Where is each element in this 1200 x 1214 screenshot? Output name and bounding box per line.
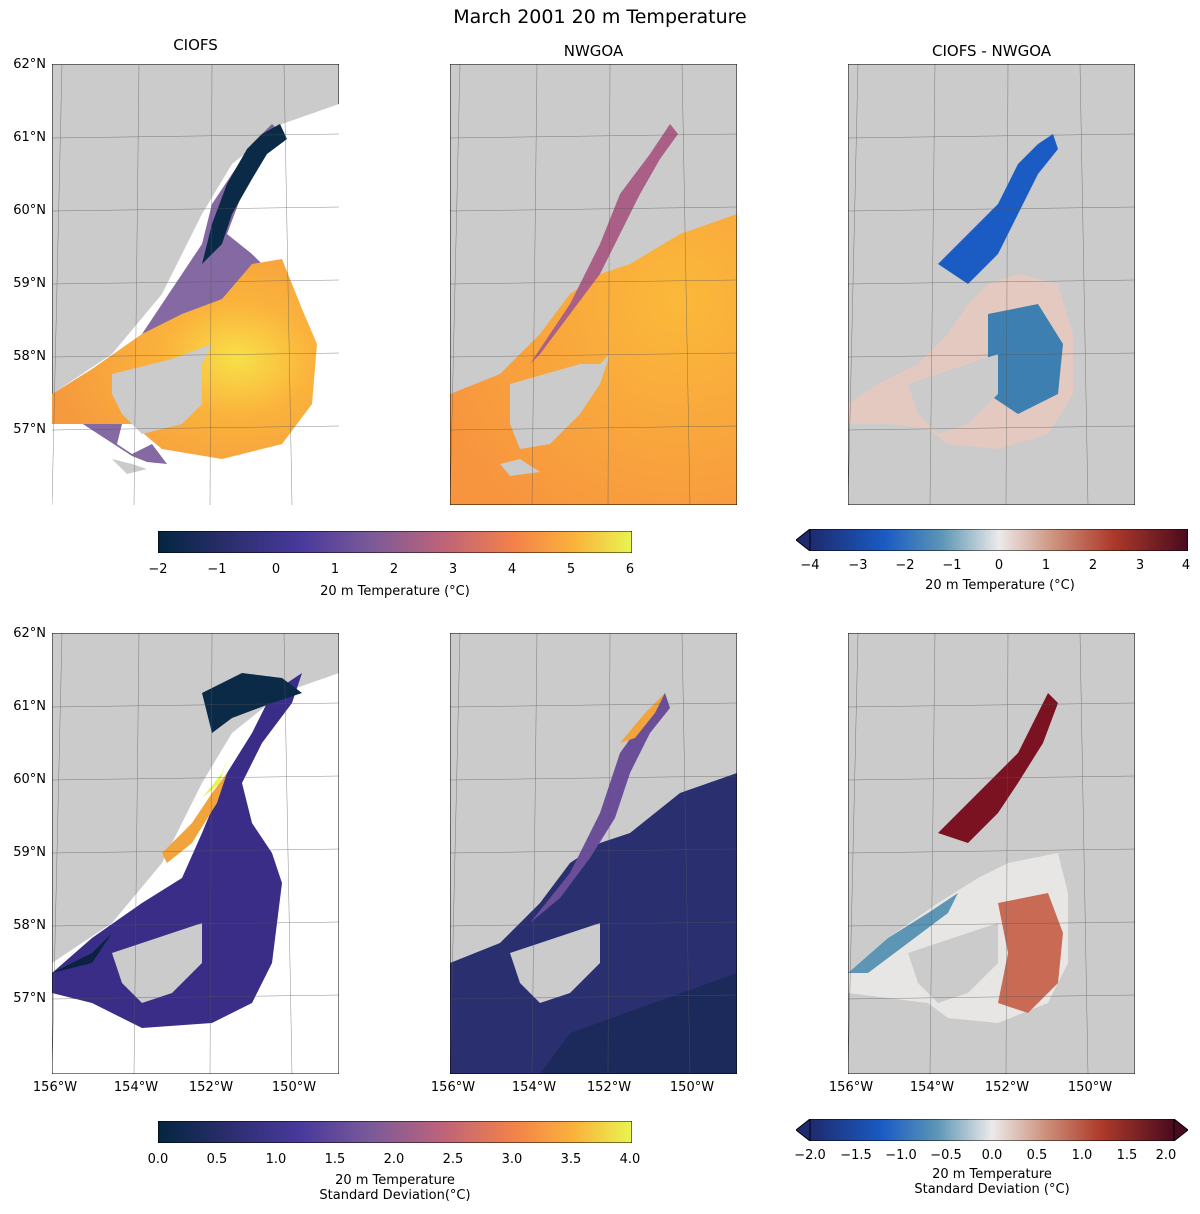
tick-label: −2.0 [794,1148,826,1163]
tick-label: 3 [1135,558,1145,573]
colorbar-temperature-label: 20 m Temperature (°C) [320,584,470,599]
tick-label: 6 [625,562,635,577]
colorbar-std-diff-label-line2: Standard Deviation (°C) [914,1182,1070,1197]
tick-label: 1 [330,562,340,577]
lat-label: 60°N [13,203,46,218]
lat-label: 61°N [13,699,46,714]
lat-label: 57°N [13,991,46,1006]
lat-label: 62°N [13,57,46,72]
colorbar-std-label-line2: Standard Deviation(°C) [319,1188,471,1203]
tick-label: −1 [207,562,227,577]
lat-label: 59°N [13,276,46,291]
tick-label: 1.0 [1071,1148,1093,1163]
tick-label: 0.5 [1026,1148,1048,1163]
lon-label: 152°W [586,1080,632,1095]
colorbar-temperature-diff-label: 20 m Temperature (°C) [925,578,1075,593]
tick-label: 4 [507,562,517,577]
lon-label: 150°W [669,1080,715,1095]
tick-label: 0.5 [206,1152,228,1167]
map-nwgoa-mean [450,64,737,505]
lon-label: 152°W [984,1080,1030,1095]
tick-label: −0.5 [930,1148,962,1163]
tick-label: 5 [566,562,576,577]
tick-label: 1 [1041,558,1051,573]
tick-label: 1.5 [324,1152,346,1167]
lat-label: 57°N [13,422,46,437]
lon-label: 154°W [511,1080,557,1095]
tick-label: 1.0 [265,1152,287,1167]
tick-label: 2.0 [1155,1148,1177,1163]
map-ciofs-mean [52,64,339,505]
tick-label: 2.5 [442,1152,464,1167]
tick-label: 4 [1181,558,1191,573]
tick-label: 3 [448,562,458,577]
tick-label: 0.0 [981,1148,1003,1163]
lon-label: 156°W [32,1080,78,1095]
panel-title-ciofs: CIOFS [173,36,218,54]
tick-label: 2 [1088,558,1098,573]
colorbar-temperature-diff [795,527,1189,553]
tick-label: 0.0 [147,1152,169,1167]
figure-title: March 2001 20 m Temperature [453,6,747,28]
tick-label: 1.5 [1116,1148,1138,1163]
colorbar-std-diff-label-line1: 20 m Temperature [932,1167,1052,1182]
lon-label: 154°W [113,1080,159,1095]
lon-label: 150°W [271,1080,317,1095]
colorbar-temperature [157,530,633,554]
tick-label: 3.0 [501,1152,523,1167]
tick-label: 3.5 [560,1152,582,1167]
tick-label: 2.0 [383,1152,405,1167]
lon-label: 154°W [909,1080,955,1095]
lat-label: 58°N [13,918,46,933]
tick-label: 0 [994,558,1004,573]
colorbar-std-label: 20 m Temperature Standard Deviation(°C) [158,1173,632,1203]
lat-label: 58°N [13,349,46,364]
colorbar-std-label-line1: 20 m Temperature [335,1173,455,1188]
colorbar-std [157,1120,633,1144]
map-ciofs-std [52,633,339,1074]
map-nwgoa-std [450,633,737,1074]
tick-label: −4 [800,558,820,573]
tick-label: −3 [848,558,868,573]
map-diff-mean [848,64,1135,505]
colorbar-std-diff [795,1117,1189,1143]
tick-label: −1.5 [840,1148,872,1163]
lon-label: 156°W [430,1080,476,1095]
lon-label: 156°W [828,1080,874,1095]
panel-title-diff: CIOFS - NWGOA [931,42,1052,60]
tick-label: −1.0 [885,1148,917,1163]
lat-label: 62°N [13,626,46,641]
tick-label: −1 [942,558,962,573]
panel-title-nwgoa: NWGOA [563,42,624,60]
tick-label: 0 [271,562,281,577]
lat-label: 61°N [13,130,46,145]
tick-label: 4.0 [619,1152,641,1167]
tick-label: 2 [389,562,399,577]
lat-label: 59°N [13,845,46,860]
tick-label: −2 [148,562,168,577]
colorbar-std-diff-label: 20 m Temperature Standard Deviation (°C) [796,1167,1188,1197]
lat-label: 60°N [13,772,46,787]
lon-label: 152°W [188,1080,234,1095]
lon-label: 150°W [1067,1080,1113,1095]
map-diff-std [848,633,1135,1074]
tick-label: −2 [895,558,915,573]
